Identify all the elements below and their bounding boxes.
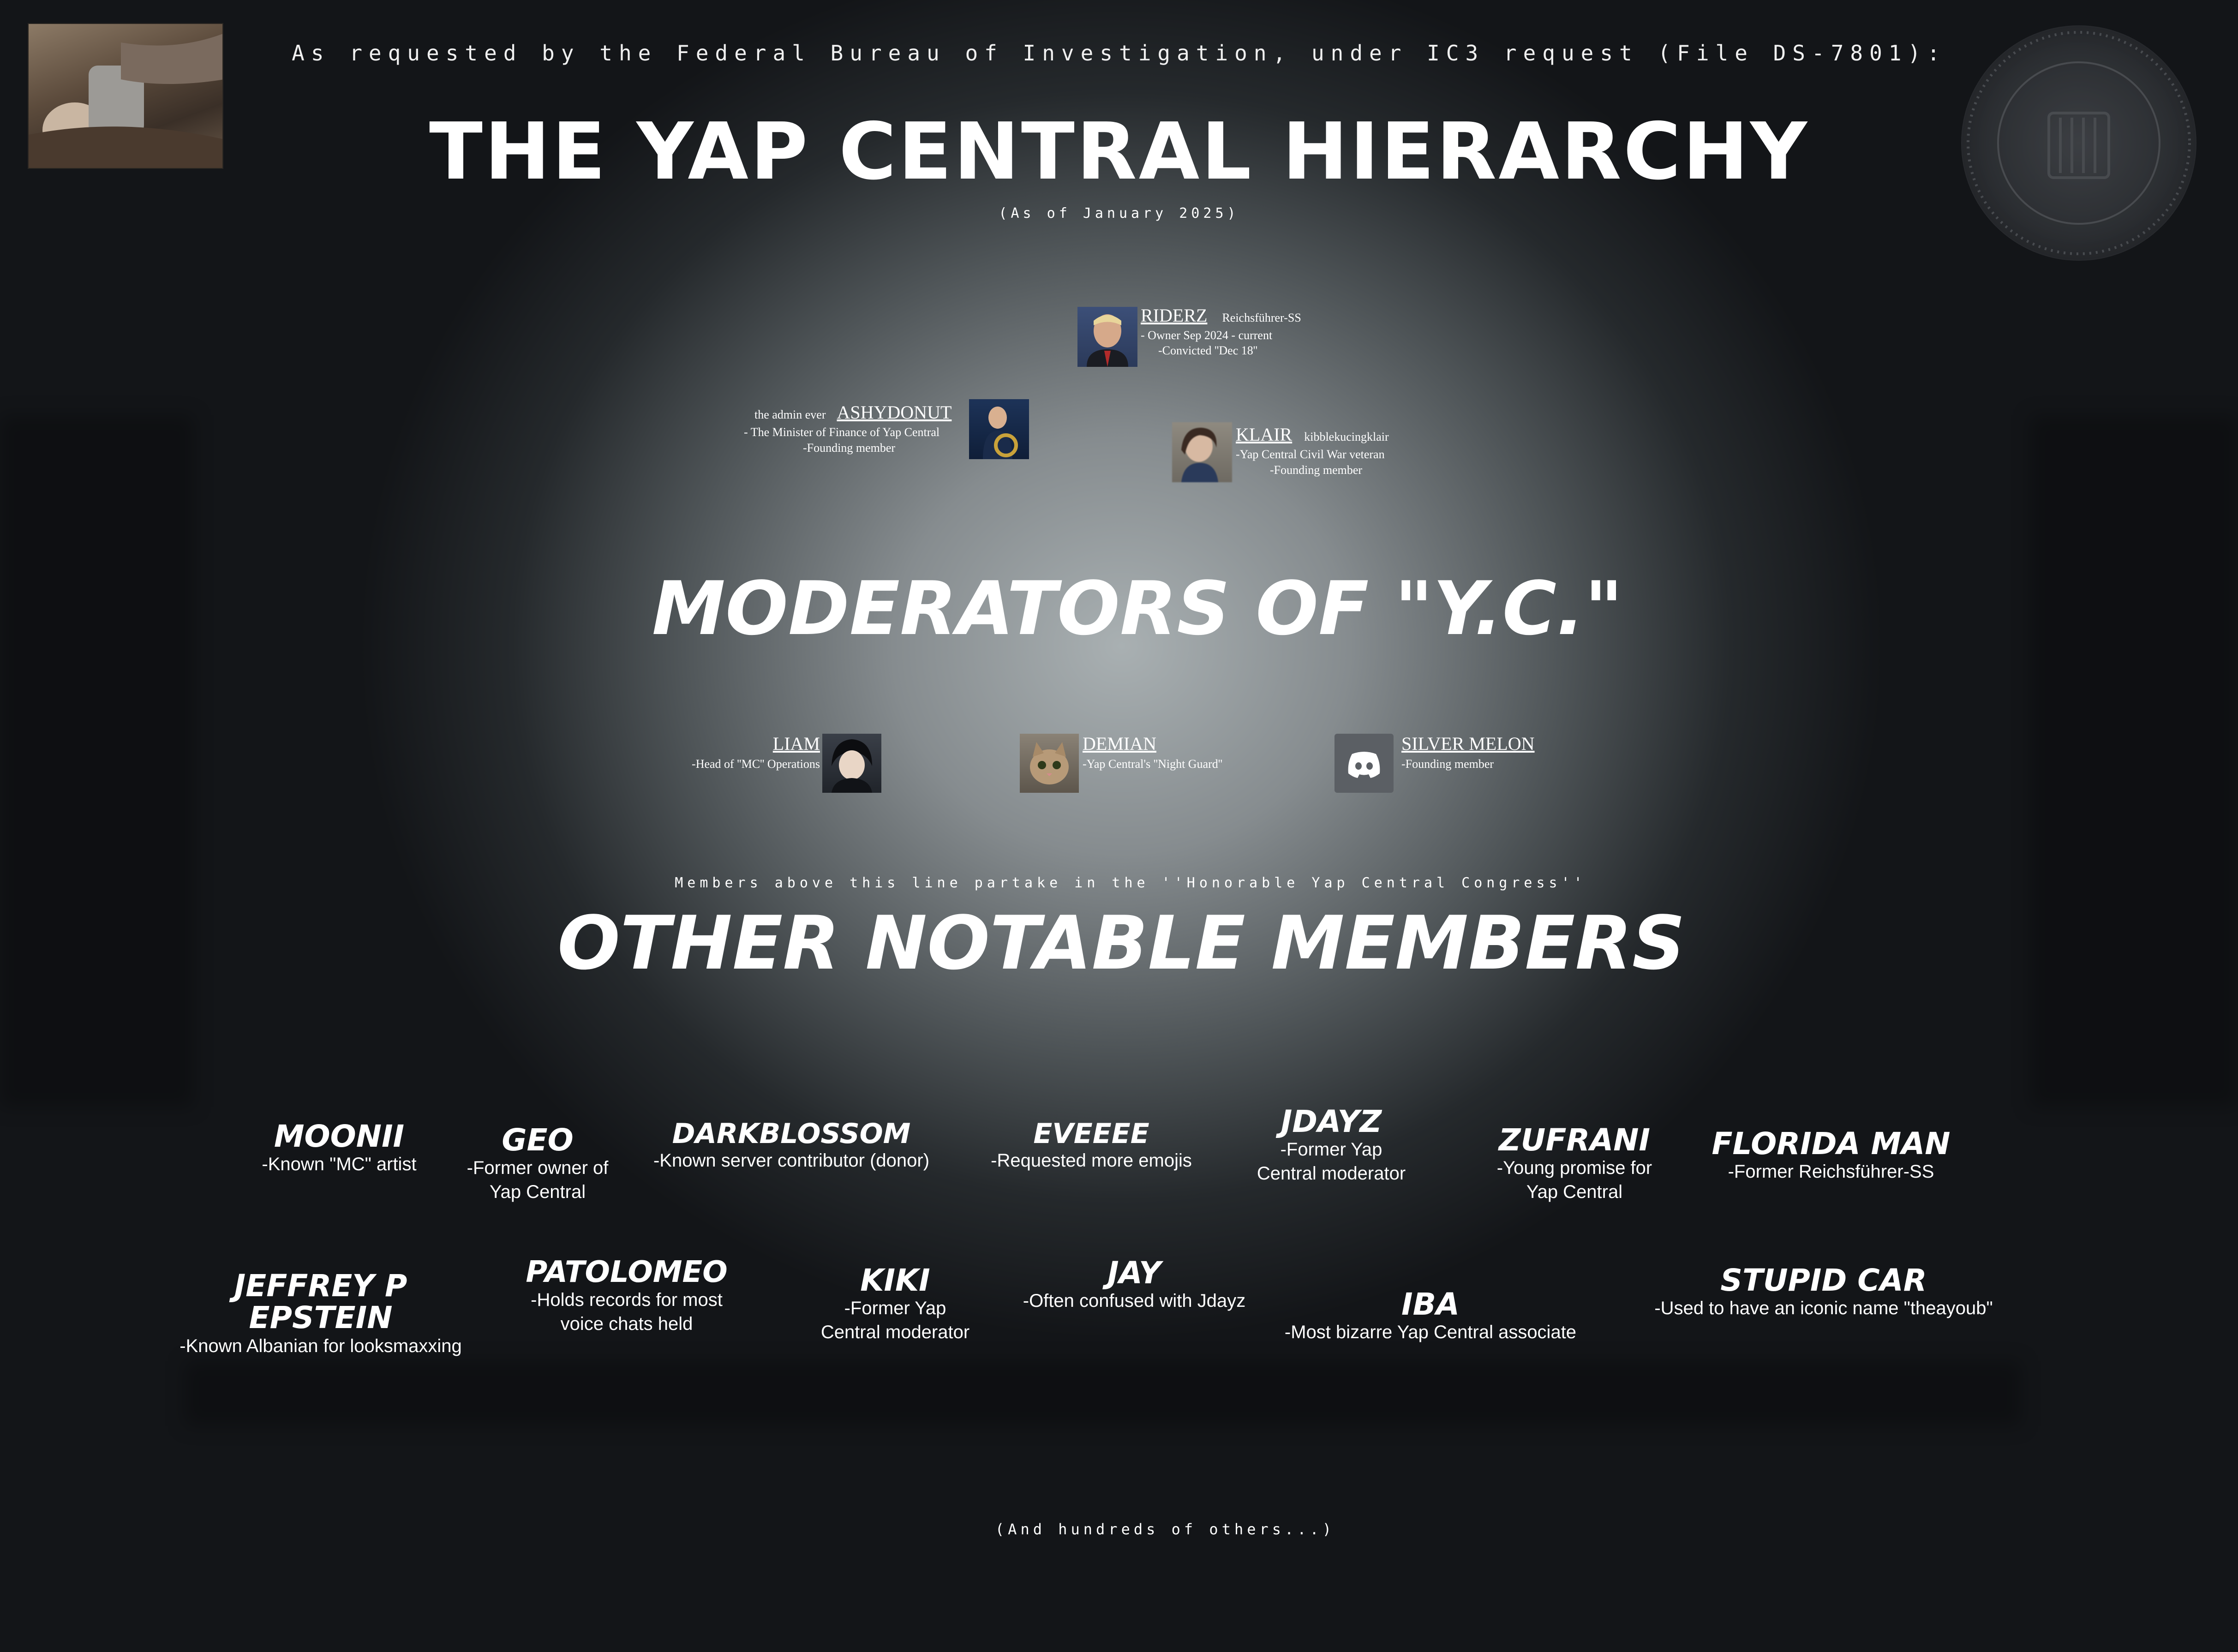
date-line: (As of January 2025) [999,205,1239,221]
ashydonut-line-2: -Founding member [803,441,896,455]
member-desc: -Requested more emojis [991,1150,1192,1171]
riderz-line-2: -Convicted ''Dec 18'' [1158,344,1258,357]
riderz-line-1: - Owner Sep 2024 - current [1141,329,1273,342]
riderz-tag: Reichsführer-SS [1222,311,1301,324]
klair-name: KLAIR [1236,424,1293,445]
member-name: FLORIDA MAN [1711,1126,1951,1161]
congress-note: Members above this line partake in the '… [675,875,1586,891]
fbi-request-line: As requested by the Federal Bureau of In… [292,41,1946,66]
liam-avatar [822,734,881,793]
member-jay: JAY -Often confused with Jdayz [1019,1257,1250,1313]
ashydonut-avatar [969,399,1029,459]
klair-line-1: -Yap Central Civil War veteran [1236,448,1385,461]
fbi-seal-icon [1961,25,2196,261]
riderz-entry: RIDERZ Reichsführer-SS [1141,305,1301,326]
silver-melon-name: SILVER MELON [1401,733,1535,754]
member-zufrani: ZUFRANI -Young promise for Yap Central [1494,1124,1655,1204]
member-name: STUPID CAR [1720,1263,1927,1298]
background-panel-left [0,415,194,1107]
member-kiki: KIKI -Former Yap Central moderator [812,1264,978,1344]
member-name: JEFFREY P EPSTEIN [234,1268,407,1336]
other-members-heading: OTHER NOTABLE MEMBERS [557,900,1686,986]
member-desc: -Known "MC" artist [262,1154,417,1175]
demian-name: DEMIAN [1083,733,1156,754]
liam-name: LIAM [772,733,820,754]
member-name: JAY [1107,1255,1161,1291]
member-desc: -Known server contributor (donor) [653,1150,930,1171]
demian-entry: DEMIAN -Yap Central's ''Night Guard'' [1083,733,1222,771]
member-desc: -Holds records for most voice chats held [531,1290,723,1335]
member-desc: -Most bizarre Yap Central associate [1284,1322,1577,1343]
ashydonut-line-1: - The Minister of Finance of Yap Central [744,425,940,439]
discord-icon [1334,734,1394,793]
klair-avatar [1172,422,1232,482]
silver-melon-entry: SILVER MELON -Founding member [1401,733,1535,771]
member-stupid-car: STUPID CAR -Used to have an iconic name … [1648,1264,1999,1320]
member-name: GEO [502,1122,574,1158]
member-desc: -Known Albanian for looksmaxxing [180,1335,462,1356]
member-desc: -Former owner of Yap Central [467,1158,609,1203]
page-title: THE YAP CENTRAL HIERARCHY [429,106,1809,198]
liam-entry: LIAM -Head of ''MC'' Operations [669,733,820,771]
member-desc: -Young promise for Yap Central [1496,1158,1652,1203]
member-florida-man: FLORIDA MAN -Former Reichsführer-SS [1702,1128,1960,1184]
klair-entry: KLAIR kibblekucingklair [1236,424,1389,445]
member-moonii: MOONII -Known "MC" artist [242,1120,436,1176]
background-screen-base [185,1361,2021,1426]
member-name: EVEEEE [1033,1118,1149,1150]
bed-photo-icon [29,34,222,168]
member-name: MOONII [274,1119,405,1154]
member-desc: -Former Yap Central moderator [1257,1139,1406,1184]
member-desc: -Often confused with Jdayz [1023,1291,1246,1311]
member-desc: -Former Yap Central moderator [820,1298,970,1343]
member-name: JDAYZ [1281,1104,1382,1139]
silver-melon-desc: -Founding member [1401,757,1494,771]
member-epstein: JEFFREY P EPSTEIN -Known Albanian for lo… [159,1270,482,1358]
member-name: PATOLOMEO [526,1255,728,1289]
demian-avatar [1020,734,1079,793]
member-name: ZUFRANI [1498,1122,1651,1158]
member-jdayz: JDAYZ -Former Yap Central moderator [1248,1106,1414,1185]
member-name: KIKI [860,1263,930,1298]
member-geo: GEO -Former owner of Yap Central [461,1124,614,1204]
ashydonut-entry: the admin ever ASHYDONUT [754,401,951,423]
member-desc: -Used to have an iconic name "theayoub" [1654,1298,1993,1319]
member-eveeee: EVEEEE -Requested more emojis [985,1119,1197,1173]
klair-tag: kibblekucingklair [1304,430,1389,443]
riderz-name: RIDERZ [1141,305,1208,326]
background-panel-right [2030,415,2238,1107]
demian-desc: -Yap Central's ''Night Guard'' [1083,757,1223,771]
member-patolomeo: PATOLOMEO -Holds records for most voice … [525,1257,728,1336]
ashydonut-prefix: the admin ever [754,408,826,421]
riderz-avatar [1077,307,1137,367]
liam-desc: -Head of ''MC'' Operations [692,757,820,771]
member-iba: IBA -Most bizarre Yap Central associate [1283,1288,1578,1344]
member-darkblossom: DARKBLOSSOM -Known server contributor (d… [644,1119,939,1173]
footer-note: (And hundreds of others...) [995,1520,1335,1538]
ashydonut-name: ASHYDONUT [837,402,952,423]
klair-line-2: -Founding member [1270,463,1363,477]
corner-photo [28,23,223,169]
member-name: DARKBLOSSOM [672,1118,911,1150]
moderators-heading: MODERATORS OF "Y.C." [652,565,1623,652]
member-name: IBA [1401,1287,1460,1322]
member-desc: -Former Reichsführer-SS [1728,1161,1934,1182]
